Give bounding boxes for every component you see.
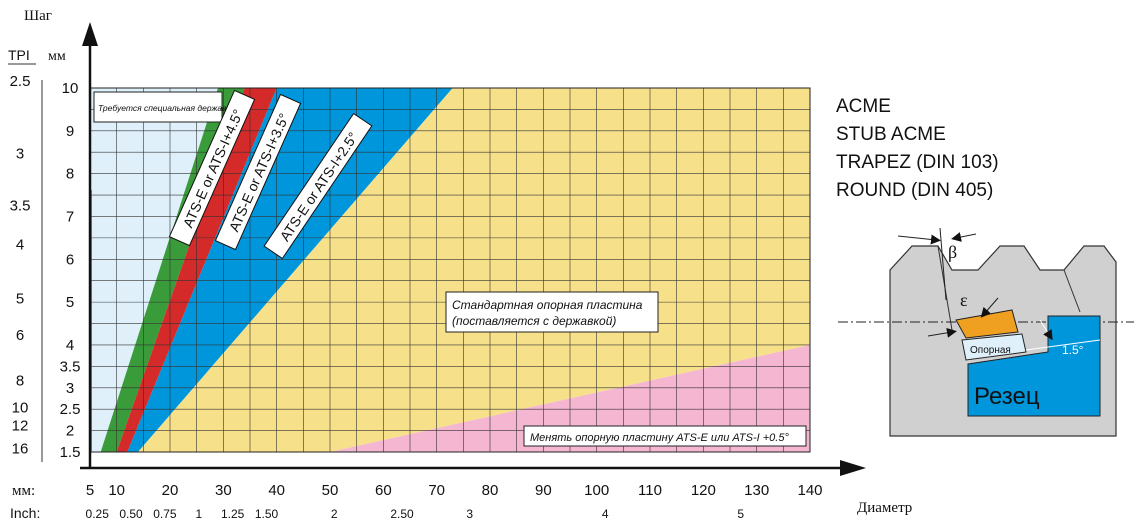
- x-tick-inch: 1: [195, 507, 202, 521]
- y-tick-mm: 1.5: [60, 444, 81, 461]
- y-tick-mm: 4: [66, 337, 74, 354]
- region-standard-shim: [138, 88, 810, 452]
- x-tick-mm: 50: [322, 482, 339, 499]
- special-holder-label: Требуется специальная державка: [93, 91, 236, 123]
- epsilon-arrow: [980, 297, 999, 318]
- x-tick-inch: 2.50: [390, 507, 414, 521]
- x-tick-inch: 0.75: [153, 507, 177, 521]
- x-axis-arrowhead: [840, 460, 866, 476]
- y-tick-tpi: 8: [16, 372, 24, 389]
- y-tick-tpi: 10: [12, 399, 29, 416]
- y-tick-tpi: 3: [16, 146, 24, 163]
- y-tick-mm: 6: [66, 251, 74, 268]
- x-tick-mm: 80: [482, 482, 499, 499]
- y-axis-title: Шаг: [24, 8, 52, 24]
- x-tick-inch: 0.50: [119, 507, 143, 521]
- insert-arrow-left: [927, 327, 957, 338]
- x-tick-inch: 2: [331, 507, 338, 521]
- x-mm-row-label: мм:: [12, 483, 35, 499]
- y-tick-tpi: 3.5: [10, 197, 31, 214]
- x-tick-mm: 70: [428, 482, 445, 499]
- tpi-header: TPI: [8, 47, 30, 63]
- y-tick-mm: 3: [66, 380, 74, 397]
- standard-shim-label: Стандартная опорная пластина (поставляет…: [445, 291, 659, 333]
- x-tick-mm: 100: [584, 482, 609, 499]
- y-tick-tpi: 12: [12, 418, 29, 435]
- thread-flank-line-2: [1063, 269, 1081, 313]
- x-tick-inch: 4: [602, 507, 609, 521]
- x-tick-mm: 10: [108, 482, 125, 499]
- y-tick-mm: 2: [66, 423, 74, 440]
- y-tick-tpi: 4: [16, 236, 24, 253]
- angle-label: 1.5°: [1062, 343, 1084, 357]
- beta-line: [939, 227, 947, 301]
- insert: [955, 309, 1019, 339]
- shim-label: Опорная: [970, 345, 1011, 356]
- x-tick-inch: 3: [466, 507, 473, 521]
- x-tick-mm: 140: [797, 482, 822, 499]
- change-shim-text: Менять опорную пластину ATS-E или ATS-I …: [530, 432, 789, 444]
- x-tick-mm: 90: [535, 482, 552, 499]
- angle-line: [1025, 339, 1101, 351]
- beta-arrow-left: [897, 234, 941, 245]
- x-tick-mm: 20: [162, 482, 179, 499]
- y-tick-tpi: 6: [16, 327, 24, 344]
- mm-header: мм: [48, 49, 66, 64]
- y-tick-mm: 8: [66, 166, 74, 183]
- x-tick-mm: 5: [86, 482, 94, 499]
- x-tick-inch: 5: [737, 507, 744, 521]
- x-tick-mm: 40: [268, 482, 285, 499]
- y-tick-tpi: 5: [16, 291, 24, 308]
- y-tick-mm: 3.5: [60, 358, 81, 375]
- y-axis-arrowhead: [82, 22, 98, 46]
- thread-type-3: ROUND (DIN 405): [836, 180, 993, 201]
- x-inch-row-label: Inch:: [10, 505, 40, 521]
- x-tick-inch: 0.25: [86, 507, 110, 521]
- y-tick-tpi: 2.5: [10, 73, 31, 90]
- y-tick-mm: 10: [62, 80, 79, 97]
- region-special-holder: [90, 88, 218, 452]
- x-tick-mm: 30: [215, 482, 232, 499]
- thread-type-1: STUB ACME: [836, 124, 946, 145]
- change-shim-label: Менять опорную пластину ATS-E или ATS-I …: [523, 425, 807, 447]
- beta-symbol: β: [948, 242, 957, 262]
- beta-arrow-right: [951, 232, 977, 242]
- x-tick-mm: 120: [691, 482, 716, 499]
- standard-shim-line1: Стандартная опорная пластина: [452, 298, 643, 312]
- standard-shim-line2: (поставляется с державкой): [452, 314, 616, 328]
- thread-type-2: TRAPEZ (DIN 103): [836, 152, 999, 173]
- x-tick-mm: 60: [375, 482, 392, 499]
- y-tick-mm: 7: [66, 208, 74, 225]
- cutter-label: Резец: [974, 383, 1040, 410]
- x-tick-mm: 130: [744, 482, 769, 499]
- x-tick-mm: 110: [638, 482, 662, 499]
- cutter-body: [967, 315, 1101, 417]
- angle-arrow: [1039, 319, 1053, 341]
- special-holder-text: Требуется специальная державка: [98, 103, 236, 113]
- thread-type-0: ACME: [836, 96, 891, 117]
- y-tick-mm: 9: [66, 123, 74, 140]
- y-tick-tpi: 16: [12, 440, 29, 457]
- epsilon-symbol: ε: [960, 290, 968, 310]
- region-ats-e-or-ats-i-2-5-: [127, 88, 453, 452]
- shim: [961, 333, 1027, 361]
- thread-type-list: ACME STUB ACME TRAPEZ (DIN 103) ROUND (D…: [836, 96, 999, 201]
- y-tick-mm: 2.5: [60, 401, 81, 418]
- x-tick-inch: 1.25: [221, 507, 245, 521]
- x-axis-title: Диаметр: [857, 500, 912, 516]
- x-tick-inch: 1.50: [255, 507, 279, 521]
- tool-diagram: β ε Опорная 1.5° Резец: [838, 227, 1134, 437]
- y-tick-mm: 5: [66, 294, 74, 311]
